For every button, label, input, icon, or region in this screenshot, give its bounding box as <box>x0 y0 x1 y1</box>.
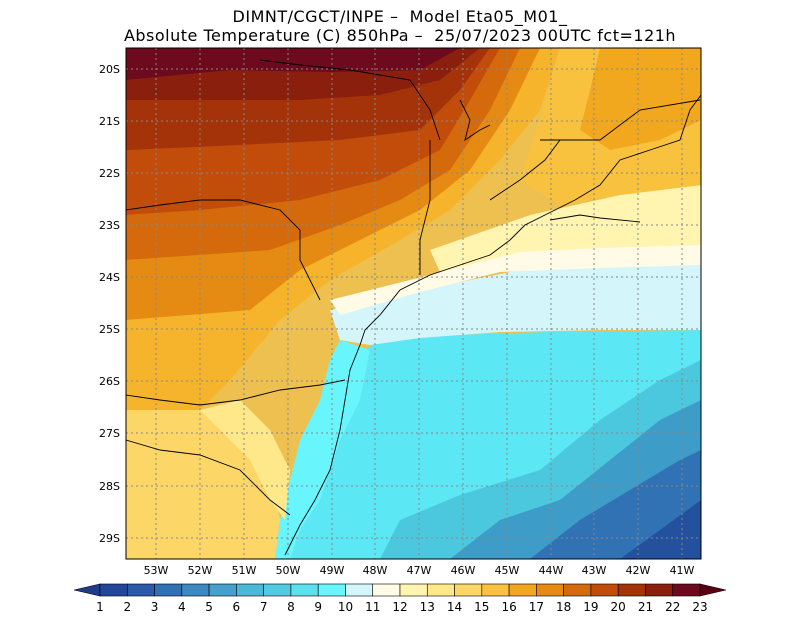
colorbar-arrow-min <box>73 583 101 597</box>
colorbar-label: 2 <box>123 600 131 614</box>
lat-label: 24S <box>99 271 120 284</box>
colorbar-segment <box>208 583 237 597</box>
lon-label: 53W <box>144 564 169 577</box>
colorbar-label: 21 <box>638 600 653 614</box>
colorbar-segment <box>290 583 319 597</box>
colorbar-label: 8 <box>287 600 295 614</box>
colorbar-label: 7 <box>260 600 268 614</box>
lat-label: 22S <box>99 167 120 180</box>
lat-label: 20S <box>99 63 120 76</box>
colorbar-segment <box>399 583 428 597</box>
colorbar-label: 10 <box>338 600 353 614</box>
lat-label: 29S <box>99 532 120 545</box>
colorbar-segment <box>508 583 537 597</box>
lat-label: 23S <box>99 219 120 232</box>
lon-label: 49W <box>320 564 345 577</box>
lon-label: 43W <box>582 564 607 577</box>
colorbar-label: 1 <box>96 600 104 614</box>
colorbar-segment <box>154 583 183 597</box>
latitude-labels: 20S 21S 22S 23S 24S 25S 26S 27S 28S 29S <box>99 63 120 545</box>
chart-title-line-2: Absolute Temperature (C) 850hPa – 25/07/… <box>123 26 677 45</box>
colorbar-label: 5 <box>205 600 213 614</box>
lat-label: 25S <box>99 323 120 336</box>
colorbar-segment <box>481 583 510 597</box>
colorbar-label: 13 <box>420 600 435 614</box>
colorbar-segment <box>454 583 483 597</box>
colorbar-segment <box>426 583 455 597</box>
lat-label: 27S <box>99 427 120 440</box>
graticule <box>126 48 701 559</box>
colorbar-label: 6 <box>233 600 241 614</box>
temperature-field <box>126 48 701 559</box>
coastline-and-borders <box>126 59 701 556</box>
longitude-labels: 53W 52W 51W 50W 49W 48W 47W 46W 45W 44W … <box>144 564 695 577</box>
colorbar-label: 19 <box>583 600 598 614</box>
colorbar-label: 11 <box>365 600 380 614</box>
lon-label: 46W <box>451 564 476 577</box>
colorbar-segment <box>317 583 346 597</box>
colorbar-label: 22 <box>665 600 680 614</box>
colorbar-segment <box>590 583 619 597</box>
colorbar-label: 3 <box>151 600 159 614</box>
plot-frame <box>125 47 702 560</box>
lat-label: 21S <box>99 115 120 128</box>
colorbar-segment <box>617 583 646 597</box>
colorbar-segment <box>263 583 292 597</box>
colorbar-segment <box>645 583 674 597</box>
lon-label: 48W <box>363 564 388 577</box>
colorbar-segment <box>99 583 128 597</box>
colorbar: 1 2 3 4 5 6 7 8 9 10 11 12 13 14 15 16 17 18 19 20 21 22 23 <box>73 583 727 614</box>
colorbar-label: 12 <box>392 600 407 614</box>
lat-label: 26S <box>99 375 120 388</box>
lon-label: 41W <box>670 564 695 577</box>
colorbar-label: 14 <box>447 600 462 614</box>
colorbar-arrow-max <box>699 583 727 597</box>
colorbar-segment <box>372 583 401 597</box>
chart-title-line-1: DIMNT/CGCT/INPE – Model Eta05_M01_ <box>232 7 568 26</box>
colorbar-segment <box>672 583 701 597</box>
colorbar-label: 15 <box>474 600 489 614</box>
colorbar-label: 20 <box>611 600 626 614</box>
lon-label: 50W <box>276 564 301 577</box>
lon-label: 44W <box>539 564 564 577</box>
lon-label: 51W <box>232 564 257 577</box>
lon-label: 42W <box>626 564 651 577</box>
lon-label: 47W <box>407 564 432 577</box>
colorbar-label: 17 <box>529 600 544 614</box>
lat-label: 28S <box>99 480 120 493</box>
colorbar-label: 4 <box>178 600 186 614</box>
colorbar-segment <box>536 583 564 597</box>
colorbar-segment <box>345 583 374 597</box>
colorbar-segment <box>236 583 264 597</box>
colorbar-label: 23 <box>692 600 707 614</box>
colorbar-segment <box>563 583 592 597</box>
colorbar-segment <box>181 583 210 597</box>
colorbar-segment <box>126 583 155 597</box>
colorbar-label: 16 <box>501 600 516 614</box>
lon-label: 52W <box>188 564 213 577</box>
colorbar-label: 18 <box>556 600 571 614</box>
colorbar-label: 9 <box>314 600 322 614</box>
lon-label: 45W <box>495 564 520 577</box>
